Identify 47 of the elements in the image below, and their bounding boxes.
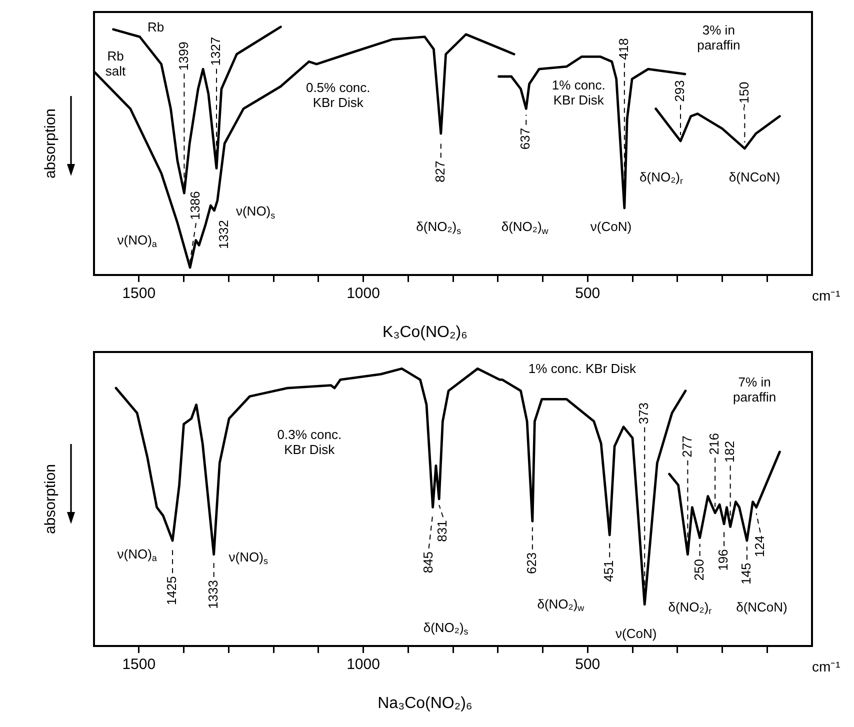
annotation: 293 (672, 80, 688, 102)
x-tick-label: 1000 (346, 656, 380, 674)
annotation: 1333 (205, 580, 220, 609)
x-tick-label: 500 (575, 656, 600, 674)
x-tick-label: 500 (575, 285, 600, 302)
annotation: 7% in paraffin (732, 374, 776, 404)
annotation: 451 (601, 560, 616, 582)
text: K₃Co(NO₂)₆ (382, 324, 468, 341)
annotation: 277 (679, 436, 694, 458)
annotation: 1327 (208, 36, 224, 66)
annotation: ν(CoN) (616, 626, 657, 641)
annotation: 0.3% conc. KBr Disk (277, 427, 342, 458)
annotation: 1332 (216, 220, 231, 249)
annotation: 196 (716, 549, 731, 571)
x-tick-label: 1000 (346, 285, 380, 302)
y-axis-title: absorption (42, 464, 60, 534)
annotation: 827 (432, 160, 448, 182)
annotation: 1% conc. KBr Disk (552, 78, 606, 108)
x-tick-label: 1500 (122, 656, 156, 674)
annotation: 3% in paraffin (697, 22, 740, 52)
annotation: 1399 (176, 42, 191, 71)
x-axis-title: cm⁻¹ (812, 287, 841, 304)
annotation: δ(NCoN) (736, 599, 788, 614)
annotation: 1% conc. KBr Disk (528, 361, 637, 376)
annotation: δ(NCoN) (728, 169, 780, 184)
annotation: 373 (636, 402, 652, 424)
annotation: Rb (147, 19, 164, 34)
annotation: 250 (691, 558, 706, 581)
annotation: 637 (518, 128, 533, 150)
annotation: 1386 (188, 191, 203, 220)
annotation: 845 (420, 551, 436, 574)
annotation: 831 (434, 520, 450, 542)
annotation: 124 (752, 535, 767, 558)
annotation: 623 (524, 552, 540, 574)
text: Na₃Co(NO₂)₆ (378, 694, 472, 712)
annotation: 0.5% conc. KBr Disk (306, 80, 370, 110)
annotation: 145 (738, 562, 754, 584)
x-axis-title: cm⁻¹ (812, 658, 841, 674)
annotation: 418 (616, 38, 631, 60)
annotation: Rb salt (105, 48, 126, 79)
annotation: 1425 (164, 576, 180, 606)
y-axis-title: absorption (42, 108, 60, 179)
annotation: 182 (722, 440, 737, 463)
annotation: 216 (706, 433, 722, 455)
annotation: ν(CoN) (590, 219, 632, 234)
x-tick-label: 1500 (122, 285, 156, 302)
annotation: ~150 (736, 82, 752, 112)
